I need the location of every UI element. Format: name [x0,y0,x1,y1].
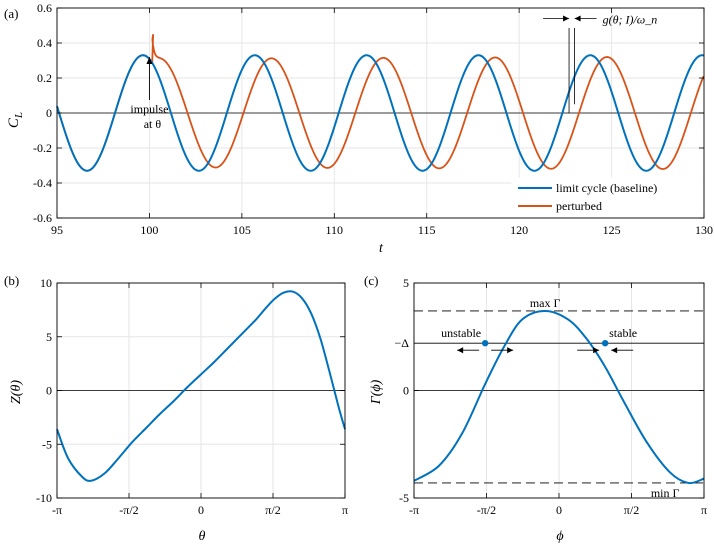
c-min-label: min Γ [651,486,680,500]
impulse-label-line1: impulse [130,102,168,116]
b-x-tick-label-3: π/2 [265,503,280,517]
a-x-tick-label-2: 105 [233,223,251,237]
panel-c-xlabel: ϕ [556,529,563,544]
panel-a-ylabel: CL [6,112,25,128]
b-y-tick-label-1: -5 [42,437,52,451]
panel-c-reference-lines [414,310,704,484]
b-x-tick-label-2: 0 [198,503,204,517]
a-y-tick-label-5: 0.4 [37,36,52,50]
c-y-tick-label-1: 0 [403,384,409,398]
b-x-tick-label-4: π [342,503,348,517]
legend-box [511,177,704,218]
c-y-tick-label-2: 5 [403,276,409,290]
panel-b-xlabel: θ [199,529,206,544]
stable-arrow-right-head [611,347,618,354]
panel-c: (c) -π -π/2 0 π/2 π -5 0 5 −Δ ϕ Γ(ϕ) max Γ min Γ… [364,273,707,544]
a-x-tick-label-4: 115 [418,223,436,237]
c-y-tick-label-0: -5 [399,491,409,505]
panel-c-series [413,309,705,485]
legend-label-baseline: limit cycle (baseline) [556,181,657,195]
panel-a-x-ticks: 95 100 105 110 115 120 125 130 [51,8,713,237]
a-x-tick-label-3: 110 [326,223,344,237]
stable-arrow-left-head [593,347,600,354]
panel-a-label: (a) [4,6,18,21]
panel-a-legend: limit cycle (baseline) perturbed [511,177,704,218]
c-x-tick-label-1: -π/2 [477,503,496,517]
panel-c-ylabel: Γ(ϕ) [369,379,384,405]
g-label: g(θ; I)/ω_n [603,13,658,27]
panel-c-x-ticks: -π -π/2 0 π/2 π [409,283,707,517]
a-y-tick-label-0: -0.6 [33,211,52,225]
panel-b-x-ticks: -π -π/2 0 π/2 π [52,283,348,517]
panel-b-label: (b) [4,273,19,288]
a-y-tick-label-2: -0.2 [33,141,52,155]
unstable-arrow-left-head [457,347,464,354]
panel-b: (b) -π -π/2 0 π/2 π -10 -5 0 5 10 θ Z(θ) [4,273,348,544]
a-y-tick-label-6: 0.6 [37,1,52,15]
a-x-tick-label-7: 130 [695,223,713,237]
panel-b-y-ticks: -10 -5 0 5 10 [36,276,345,505]
fixed-point-stable [601,340,609,347]
g-arrow-left-head [563,15,570,22]
panel-a-series [56,34,705,172]
panel-a-y-ticks: -0.6 -0.4 -0.2 0 0.2 0.4 0.6 [33,1,704,225]
impulse-label-line2: at θ [144,117,162,131]
a-x-tick-label-5: 120 [510,223,528,237]
c-x-tick-label-4: π [701,503,707,517]
fixed-point-label-stable: stable [609,326,637,340]
a-x-tick-label-1: 100 [140,223,158,237]
panel-b-ylabel: Z(θ) [9,380,24,404]
b-x-tick-label-1: -π/2 [119,503,138,517]
series-baseline-line [56,54,704,172]
c-delta-tick-label: −Δ [395,336,410,350]
b-x-tick-label-0: -π [52,503,62,517]
a-y-tick-label-4: 0.2 [37,71,52,85]
c-x-tick-label-0: -π [409,503,419,517]
series-Z-line [56,290,346,482]
legend-label-perturbed: perturbed [556,199,602,213]
a-y-tick-label-1: -0.4 [33,176,52,190]
panel-a-xlabel: t [379,241,384,256]
a-x-tick-label-6: 125 [603,223,621,237]
impulse-arrow-head [146,57,153,64]
c-x-tick-label-2: 0 [556,503,562,517]
panel-b-series [56,290,346,482]
a-y-tick-label-3: 0 [46,106,52,120]
b-y-tick-label-0: -10 [36,491,52,505]
c-max-label: max Γ [530,296,561,310]
a-x-tick-label-0: 95 [51,223,63,237]
fixed-point-label-unstable: unstable [441,326,481,340]
b-y-tick-label-4: 10 [40,276,52,290]
b-y-tick-label-2: 0 [46,384,52,398]
b-y-tick-label-3: 5 [46,330,52,344]
panel-a: (a) 95 100 105 110 115 120 125 130 -0.6 -0.4 -0.2… [4,1,713,256]
g-arrow-right-head [574,15,581,22]
series-perturbed-line [56,34,705,172]
series-Gamma-line [413,309,705,485]
c-x-tick-label-3: π/2 [624,503,639,517]
panel-c-annotations: max Γ min Γ unstable stable [441,296,679,500]
fixed-point-unstable [481,340,489,347]
panel-c-y-ticks: -5 0 5 −Δ [395,276,704,505]
unstable-arrow-right-head [507,347,514,354]
panel-c-label: (c) [364,273,378,288]
